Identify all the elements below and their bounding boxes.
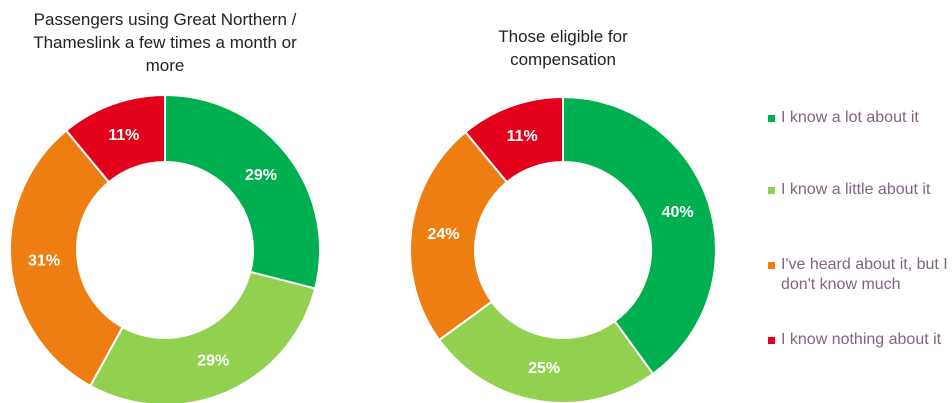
- legend-swatch: [768, 115, 775, 122]
- legend-item: I've heard about it, but I don't know mu…: [768, 255, 952, 295]
- data-label: 11%: [108, 127, 139, 144]
- data-label: 24%: [427, 226, 459, 243]
- legend-label: I know a lot about it: [781, 109, 919, 126]
- legend-swatch: [768, 262, 775, 269]
- donut-slice: [164, 93, 321, 290]
- chart-title: Passengers using Great Northern / Thames…: [33, 10, 297, 75]
- legend-swatch: [768, 187, 775, 194]
- donut-slice: [409, 130, 509, 342]
- data-label: 40%: [662, 204, 694, 221]
- legend-item: I know nothing about it: [768, 330, 952, 350]
- data-label: 29%: [197, 353, 229, 370]
- legend-swatch: [768, 337, 775, 344]
- legend-label: I've heard about it, but I don't know mu…: [781, 256, 948, 293]
- chart-title: Those eligible for compensation: [498, 27, 628, 69]
- legend-label: I know nothing about it: [781, 331, 942, 348]
- data-label: 31%: [28, 253, 60, 270]
- donut-slice: [64, 93, 166, 184]
- donut-slice: [88, 270, 317, 403]
- legend-label: I know a little about it: [781, 181, 931, 198]
- donut-slice: [9, 129, 124, 388]
- data-label: 11%: [507, 128, 538, 145]
- data-label: 25%: [528, 360, 560, 377]
- legend-item: I know a little about it: [768, 180, 952, 200]
- legend-item: I know a lot about it: [768, 108, 952, 128]
- donut-slice: [464, 95, 564, 184]
- data-label: 29%: [245, 167, 277, 184]
- donut-slice: [562, 95, 717, 376]
- donut-slice: [437, 300, 655, 403]
